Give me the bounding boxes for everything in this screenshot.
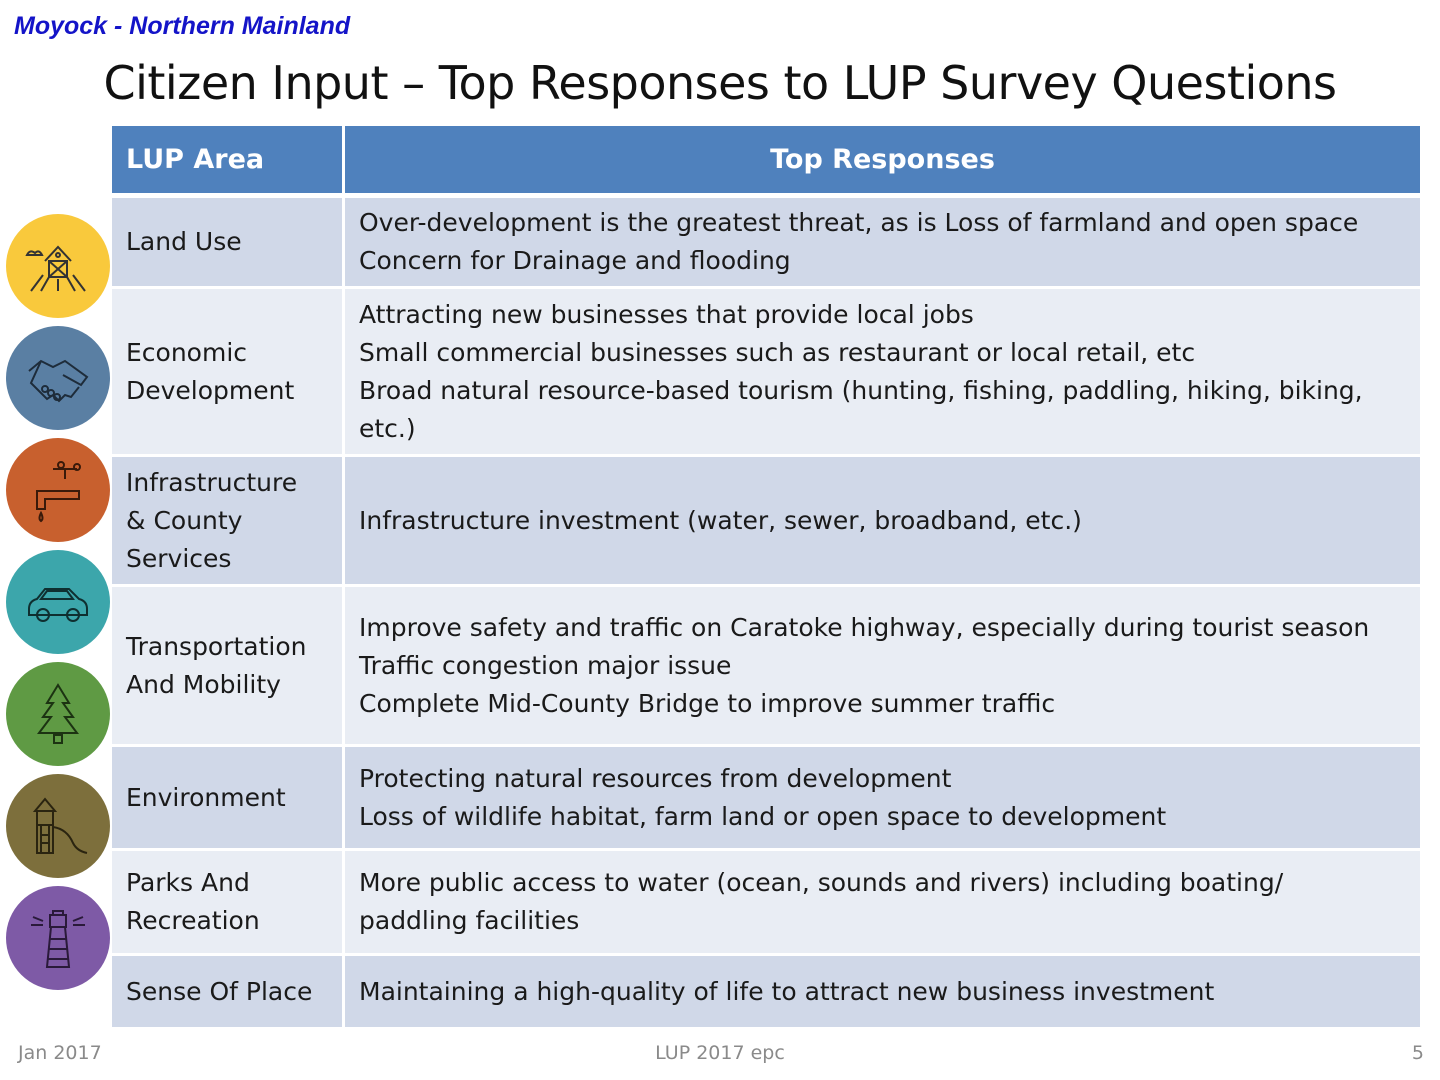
slide-title: Citizen Input – Top Responses to LUP Sur… — [103, 56, 1337, 110]
icon-column — [0, 0, 112, 1080]
faucet-icon — [6, 438, 110, 542]
car-icon — [6, 550, 110, 654]
area-cell: Sense Of Place — [112, 956, 345, 1030]
responses-cell: Protecting natural resources from develo… — [345, 747, 1420, 851]
farm-icon — [6, 214, 110, 318]
table-header-row: LUP Area Top Responses — [112, 126, 1420, 198]
area-cell: Environment — [112, 747, 345, 851]
area-cell: Transportation And Mobility — [112, 587, 345, 747]
table-row-parks-recreation: Parks And Recreation More public access … — [112, 851, 1420, 956]
region-tag: Moyock - Northern Mainland — [14, 12, 351, 40]
table-row-environment: Environment Protecting natural resources… — [112, 747, 1420, 851]
responses-cell: Improve safety and traffic on Caratoke h… — [345, 587, 1420, 747]
responses-cell: Over-development is the greatest threat,… — [345, 198, 1420, 289]
header-lup-area: LUP Area — [112, 126, 345, 198]
playground-icon — [6, 774, 110, 878]
table-row-infrastructure: Infrastructure & County Services Infrast… — [112, 457, 1420, 587]
responses-cell: Infrastructure investment (water, sewer,… — [345, 457, 1420, 587]
footer-center: LUP 2017 epc — [655, 1042, 785, 1064]
responses-cell: Attracting new businesses that provide l… — [345, 289, 1420, 457]
area-cell: Economic Development — [112, 289, 345, 457]
footer-date: Jan 2017 — [18, 1042, 102, 1064]
lighthouse-icon — [6, 886, 110, 990]
header-top-responses: Top Responses — [345, 126, 1420, 198]
page-number: 5 — [1411, 1042, 1424, 1064]
table-row-sense-of-place: Sense Of Place Maintaining a high-qualit… — [112, 956, 1420, 1030]
responses-cell: Maintaining a high-quality of life to at… — [345, 956, 1420, 1030]
table-row-economic-development: Economic Development Attracting new busi… — [112, 289, 1420, 457]
tree-icon — [6, 662, 110, 766]
area-cell: Infrastructure & County Services — [112, 457, 345, 587]
handshake-icon — [6, 326, 110, 430]
table-row-transportation: Transportation And Mobility Improve safe… — [112, 587, 1420, 747]
area-cell: Parks And Recreation — [112, 851, 345, 956]
table-row-land-use: Land Use Over-development is the greates… — [112, 198, 1420, 289]
area-cell: Land Use — [112, 198, 345, 289]
responses-cell: More public access to water (ocean, soun… — [345, 851, 1420, 956]
lup-table: LUP Area Top Responses Land Use Over-dev… — [112, 126, 1420, 1030]
